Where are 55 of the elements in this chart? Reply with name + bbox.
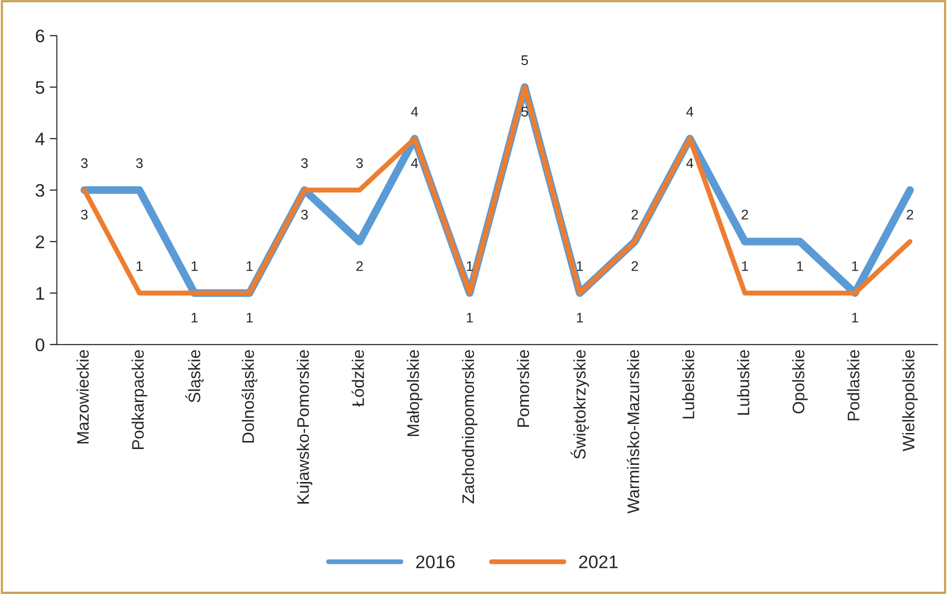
data-label: 4 xyxy=(686,158,694,168)
y-tick-label: 0 xyxy=(36,338,44,352)
data-label: 4 xyxy=(411,158,418,168)
x-tick-label: Lubelskie xyxy=(682,350,694,418)
x-tick-label: Łódzkie xyxy=(352,350,364,407)
x-tick-label: Zachodniopomorskie xyxy=(462,350,478,504)
data-label: 1 xyxy=(576,312,583,322)
data-label: 1 xyxy=(576,261,583,271)
data-label: 3 xyxy=(81,210,88,220)
y-tick-label: 3 xyxy=(36,184,44,197)
data-label: 2 xyxy=(356,261,363,271)
x-tick-label: Kujawsko-Pomorskie xyxy=(296,350,312,504)
y-tick-label: 1 xyxy=(36,287,44,300)
data-label: 3 xyxy=(81,158,88,168)
data-label: 3 xyxy=(356,158,363,168)
data-label: 3 xyxy=(301,158,308,168)
x-tick-label: Lubuskie xyxy=(737,350,750,415)
x-tick-label: Podkarpackie xyxy=(132,350,148,449)
data-label: 1 xyxy=(466,312,473,322)
data-label: 1 xyxy=(192,312,198,322)
data-label: 1 xyxy=(466,261,473,271)
data-label: 1 xyxy=(742,261,748,271)
data-label: 2 xyxy=(906,210,914,220)
y-tick-label: 6 xyxy=(36,30,44,42)
x-tick-label: Mazowieckie xyxy=(76,350,89,444)
x-tick-label: Opolskie xyxy=(792,350,808,414)
data-label: 1 xyxy=(192,261,198,271)
x-tick-label: Warmińsko-Mazurskie xyxy=(626,350,640,514)
data-label: 1 xyxy=(246,261,253,271)
legend-label: 2016 xyxy=(416,555,455,568)
data-label: 2 xyxy=(742,210,748,220)
x-tick-label: Pomorskie xyxy=(516,350,530,427)
data-label: 2 xyxy=(632,261,638,271)
x-tick-label: Małopolskie xyxy=(406,350,422,436)
data-label: 3 xyxy=(301,210,308,220)
x-tick-label: Dolnośląskie xyxy=(242,350,258,442)
data-label: 1 xyxy=(246,312,253,322)
x-tick-label: Śląskie xyxy=(185,350,204,402)
data-label: 1 xyxy=(797,261,804,271)
legend-label: 2021 xyxy=(579,555,618,568)
data-label: 5 xyxy=(521,106,528,117)
y-tick-label: 5 xyxy=(36,81,44,94)
x-tick-label: Podlaskie xyxy=(847,350,860,420)
data-label: 1 xyxy=(136,261,143,271)
data-label: 1 xyxy=(852,312,858,322)
y-tick-label: 4 xyxy=(35,132,44,146)
y-tick-label: 2 xyxy=(36,235,44,248)
data-label: 3 xyxy=(136,158,143,168)
data-label: 4 xyxy=(686,106,694,116)
data-label: 1 xyxy=(852,261,858,271)
data-label: 2 xyxy=(632,210,638,220)
x-tick-label: Świętokrzyskie xyxy=(570,350,589,459)
data-label: 4 xyxy=(411,106,418,116)
data-label: 5 xyxy=(521,55,528,66)
x-tick-label: Wielkopolskie xyxy=(902,350,918,452)
